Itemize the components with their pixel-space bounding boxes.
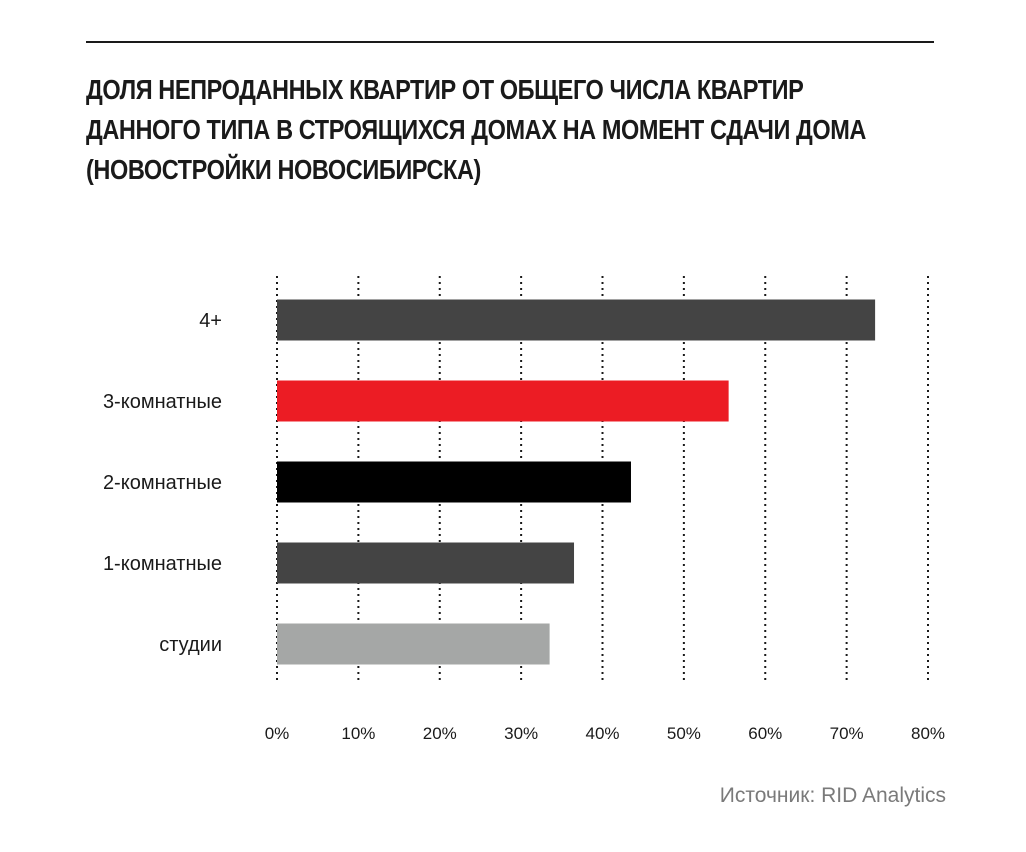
category-label: 4+ — [199, 310, 222, 332]
x-tick-label: 60% — [748, 724, 782, 743]
x-tick-label: 0% — [265, 724, 290, 743]
bar — [277, 380, 729, 422]
bar — [277, 461, 631, 503]
bar — [277, 299, 876, 341]
x-tick-label: 30% — [504, 724, 538, 743]
bar — [277, 623, 550, 665]
gridlines — [276, 276, 929, 680]
category-label: 3-комнатные — [103, 391, 222, 413]
x-tick-label: 10% — [341, 724, 375, 743]
chart-title: ДОЛЯ НЕПРОДАННЫХ КВАРТИР ОТ ОБЩЕГО ЧИСЛА… — [86, 70, 966, 190]
chart-title-line-1: ДОЛЯ НЕПРОДАННЫХ КВАРТИР ОТ ОБЩЕГО ЧИСЛА… — [86, 74, 804, 105]
bar — [277, 542, 575, 584]
category-label: студии — [159, 634, 222, 656]
chart-title-line-3: (НОВОСТРОЙКИ НОВОСИБИРСКА) — [86, 154, 481, 185]
x-tick-label: 20% — [423, 724, 457, 743]
x-tick-label: 40% — [585, 724, 619, 743]
top-rule — [86, 41, 934, 43]
category-label: 1-комнатные — [103, 553, 222, 575]
category-label: 2-комнатные — [103, 472, 222, 494]
x-tick-label: 70% — [830, 724, 864, 743]
chart-title-line-2: ДАННОГО ТИПА В СТРОЯЩИХСЯ ДОМАХ НА МОМЕН… — [86, 114, 866, 145]
bars — [277, 299, 876, 665]
source-note: Источник: RID Analytics — [719, 784, 946, 807]
category-labels: 4+ 3-комнатные 2-комнатные 1-комнатные студи… — [103, 310, 222, 656]
x-tick-label: 50% — [667, 724, 701, 743]
x-tick-label: 80% — [911, 724, 945, 743]
x-tick-labels: 0% 10% 20% 30% 40% 50% 60% 70% 80% — [265, 724, 945, 743]
